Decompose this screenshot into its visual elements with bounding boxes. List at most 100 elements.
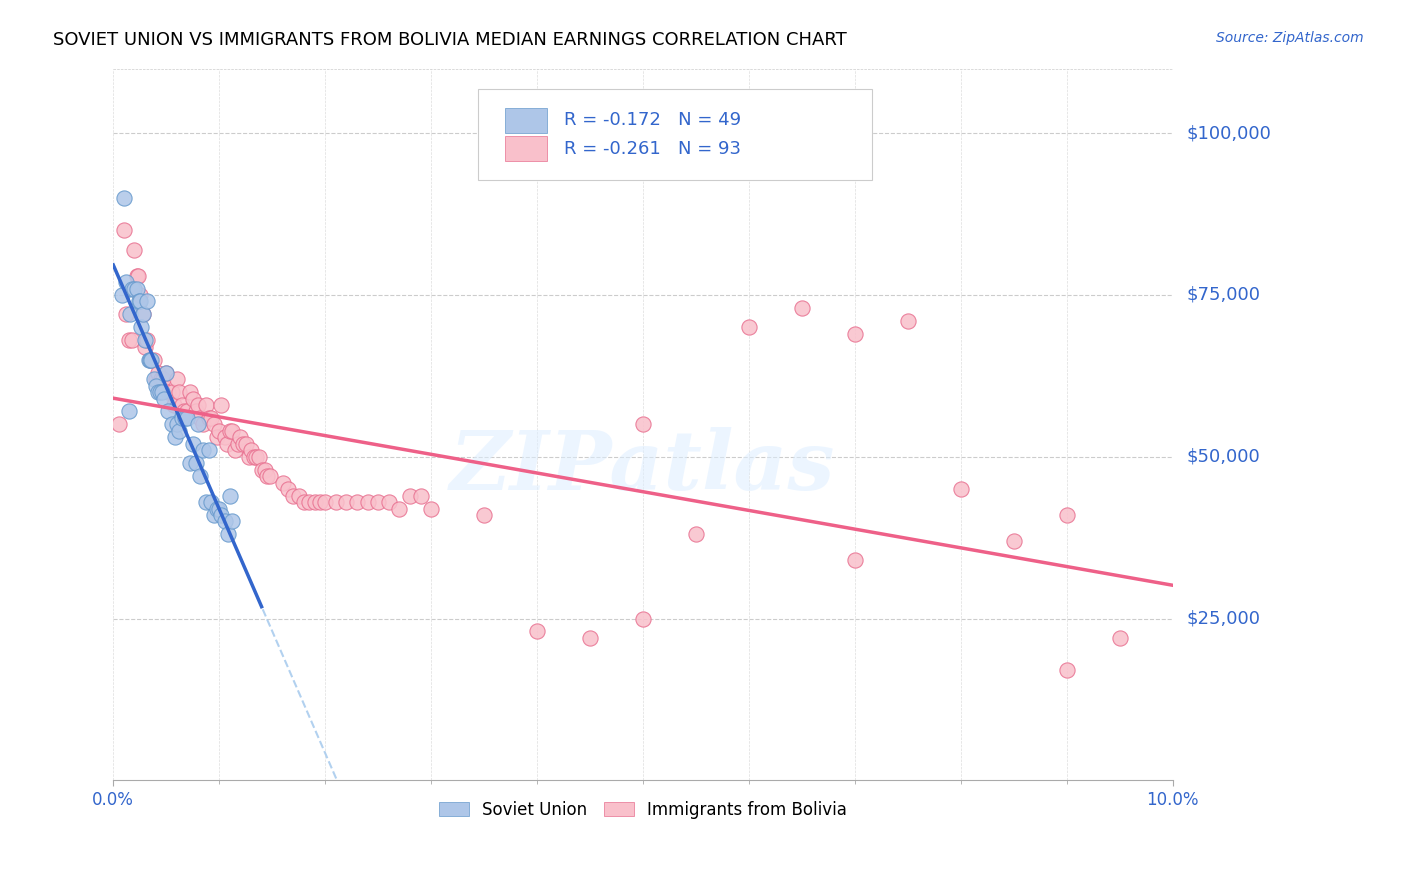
Point xyxy=(253,463,276,477)
Point xyxy=(256,469,278,483)
Point xyxy=(409,489,432,503)
Point xyxy=(152,372,174,386)
Point xyxy=(399,489,422,503)
Point xyxy=(163,398,186,412)
Point xyxy=(160,417,183,432)
Point xyxy=(335,495,357,509)
Point xyxy=(208,424,231,438)
Point xyxy=(304,495,326,509)
Text: R = -0.172   N = 49: R = -0.172 N = 49 xyxy=(564,112,741,129)
Text: $75,000: $75,000 xyxy=(1187,286,1261,304)
Point xyxy=(215,437,238,451)
Point xyxy=(124,281,146,295)
Point xyxy=(142,372,165,386)
Point xyxy=(167,424,190,438)
Point xyxy=(205,501,228,516)
Point xyxy=(157,385,180,400)
Point xyxy=(179,385,201,400)
Point xyxy=(579,631,602,645)
Point xyxy=(141,352,163,367)
Text: $100,000: $100,000 xyxy=(1187,124,1271,142)
Point xyxy=(249,450,271,464)
Point xyxy=(308,495,330,509)
Point xyxy=(149,385,172,400)
Point xyxy=(685,527,707,541)
Point xyxy=(205,430,228,444)
Point xyxy=(146,385,169,400)
Point xyxy=(118,404,141,418)
Point xyxy=(145,372,167,386)
Point xyxy=(134,333,156,347)
Point xyxy=(121,281,143,295)
Point xyxy=(136,333,159,347)
Point xyxy=(179,456,201,470)
Point xyxy=(209,508,232,522)
Point xyxy=(292,495,315,509)
Point xyxy=(145,378,167,392)
Point xyxy=(298,495,321,509)
Point xyxy=(250,463,273,477)
Point xyxy=(195,398,218,412)
Point xyxy=(221,424,243,438)
Point xyxy=(472,508,495,522)
Point xyxy=(388,501,411,516)
Point xyxy=(1002,533,1025,548)
Point xyxy=(1108,631,1130,645)
Legend: Soviet Union, Immigrants from Bolivia: Soviet Union, Immigrants from Bolivia xyxy=(432,794,853,825)
Point xyxy=(160,385,183,400)
Point xyxy=(200,495,222,509)
Point xyxy=(128,294,150,309)
Point xyxy=(118,333,141,347)
Point xyxy=(287,489,309,503)
Point xyxy=(129,320,152,334)
Point xyxy=(163,430,186,444)
Point xyxy=(176,411,198,425)
Point xyxy=(121,333,143,347)
Point xyxy=(150,385,173,400)
Point xyxy=(367,495,389,509)
Point xyxy=(124,243,146,257)
Point xyxy=(420,501,443,516)
Point xyxy=(166,372,188,386)
Point xyxy=(184,456,207,470)
Point xyxy=(193,417,215,432)
Point xyxy=(224,443,246,458)
Point xyxy=(188,469,211,483)
Point xyxy=(167,385,190,400)
Point xyxy=(245,450,267,464)
Point xyxy=(243,450,266,464)
Point xyxy=(111,288,134,302)
Text: SOVIET UNION VS IMMIGRANTS FROM BOLIVIA MEDIAN EARNINGS CORRELATION CHART: SOVIET UNION VS IMMIGRANTS FROM BOLIVIA … xyxy=(53,31,848,49)
Point xyxy=(1056,663,1078,677)
Point xyxy=(221,515,243,529)
Point xyxy=(218,424,240,438)
Point xyxy=(631,611,654,625)
Point xyxy=(195,495,218,509)
Point xyxy=(226,437,249,451)
Point xyxy=(127,268,149,283)
Point xyxy=(146,366,169,380)
Point xyxy=(897,314,920,328)
Point xyxy=(128,288,150,302)
Text: $25,000: $25,000 xyxy=(1187,609,1261,628)
Point xyxy=(184,404,207,418)
Point xyxy=(235,437,257,451)
Point xyxy=(208,501,231,516)
Point xyxy=(181,392,204,406)
Point xyxy=(176,404,198,418)
Point xyxy=(283,489,305,503)
Point xyxy=(157,404,180,418)
Point xyxy=(181,437,204,451)
Point xyxy=(120,307,142,321)
Point xyxy=(277,482,299,496)
Point xyxy=(112,191,135,205)
Point xyxy=(526,624,548,639)
Point xyxy=(238,450,260,464)
Text: Source: ZipAtlas.com: Source: ZipAtlas.com xyxy=(1216,31,1364,45)
Point xyxy=(172,411,194,425)
Point xyxy=(188,411,211,425)
Point xyxy=(172,398,194,412)
Point xyxy=(166,417,188,432)
Point xyxy=(790,301,813,315)
Point xyxy=(173,404,195,418)
